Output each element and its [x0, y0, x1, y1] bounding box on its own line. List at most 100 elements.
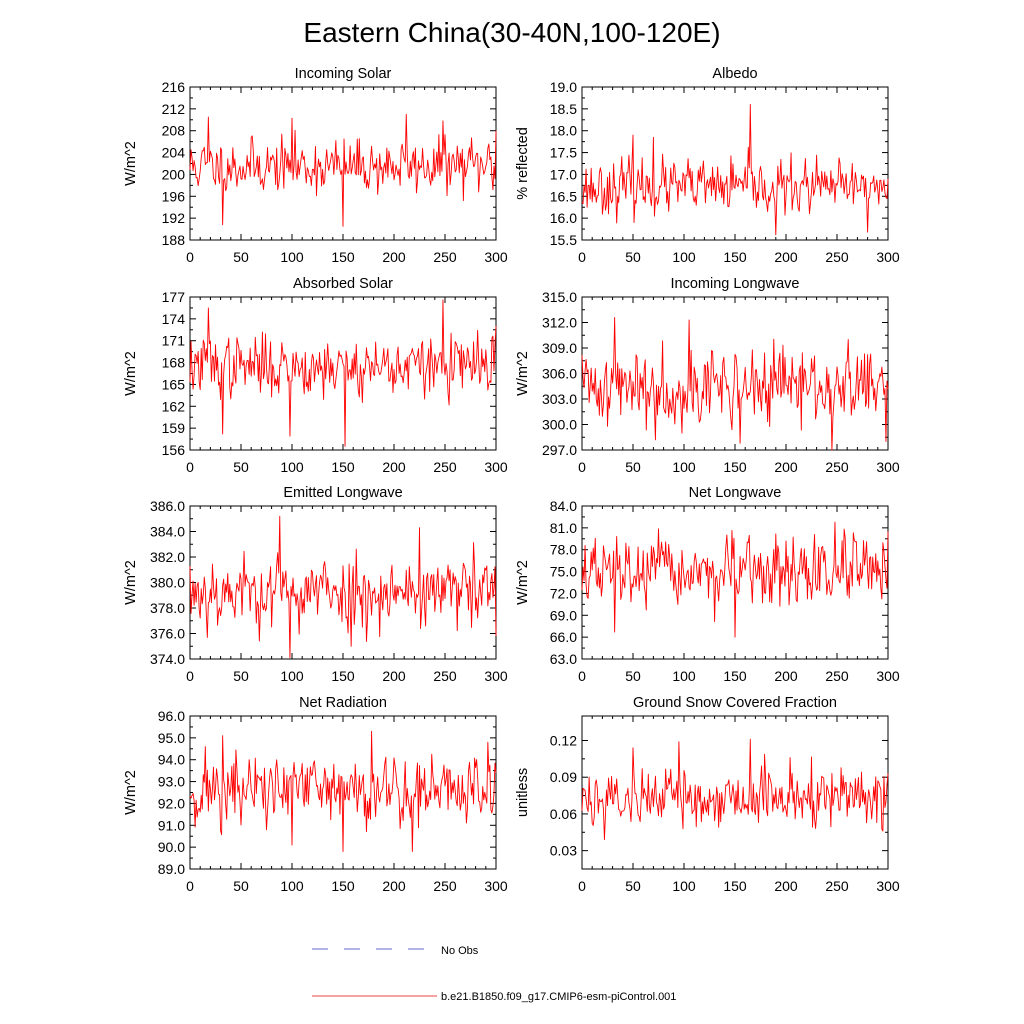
- series-line: [189, 730, 497, 852]
- series-line: [581, 521, 889, 638]
- y-tick-label: 15.5: [550, 232, 577, 248]
- y-axis-label: W/m^2: [123, 351, 139, 396]
- y-tick-label: 384.0: [150, 524, 185, 540]
- legend-no-obs-label: No Obs: [441, 945, 479, 957]
- y-tick-label: 84.0: [550, 498, 577, 514]
- panel-7: Net Radiation W/m^2 0 50 100 150 200 250 300 89.0…: [123, 695, 508, 894]
- y-tick-label: 92.0: [158, 795, 185, 811]
- y-tick-label: 378.0: [150, 600, 185, 616]
- y-tick-label: 156: [162, 442, 186, 458]
- panel-title: Incoming Longwave: [671, 276, 800, 292]
- y-tick-label: 18.0: [550, 123, 577, 139]
- x-tick-label: 250: [825, 459, 849, 475]
- x-tick-label: 150: [331, 459, 355, 475]
- y-tick-label: 72.0: [550, 585, 577, 601]
- y-tick-label: 93.0: [158, 774, 185, 790]
- y-tick-label: 16.5: [550, 188, 577, 204]
- y-tick-label: 168: [162, 355, 186, 371]
- x-tick-label: 250: [825, 878, 849, 894]
- x-tick-label: 50: [625, 249, 641, 265]
- x-tick-label: 200: [774, 459, 798, 475]
- y-tick-label: 297.0: [542, 442, 577, 458]
- figure-title: Eastern China(30-40N,100-120E): [303, 17, 720, 48]
- x-tick-label: 150: [723, 878, 747, 894]
- x-tick-label: 100: [280, 878, 304, 894]
- y-tick-label: 66.0: [550, 629, 577, 645]
- panel-2: Albedo % reflected 0 50 100 150 200 250 300 15.5 1…: [515, 66, 900, 265]
- y-axis-label: unitless: [515, 768, 531, 817]
- x-tick-label: 300: [876, 459, 900, 475]
- y-tick-label: 192: [162, 210, 186, 226]
- series-line: [581, 316, 889, 451]
- panel-title: Incoming Solar: [295, 66, 392, 82]
- y-tick-label: 17.5: [550, 145, 577, 161]
- y-tick-label: 69.0: [550, 607, 577, 623]
- x-tick-label: 250: [433, 878, 457, 894]
- y-tick-label: 188: [162, 232, 186, 248]
- x-tick-label: 300: [484, 878, 508, 894]
- x-tick-label: 250: [433, 249, 457, 265]
- x-tick-label: 250: [825, 249, 849, 265]
- x-tick-label: 0: [186, 249, 194, 265]
- y-axis-label: W/m^2: [123, 770, 139, 815]
- x-tick-label: 150: [723, 668, 747, 684]
- y-tick-label: 386.0: [150, 498, 185, 514]
- panel-title: Absorbed Solar: [293, 276, 393, 292]
- x-tick-label: 150: [331, 668, 355, 684]
- x-tick-label: 0: [186, 668, 194, 684]
- x-tick-label: 50: [233, 668, 249, 684]
- panel-8: Ground Snow Covered Fraction unitless 0 50 1…: [515, 695, 900, 894]
- y-tick-label: 165: [162, 376, 186, 392]
- panel-1: Incoming Solar W/m^2 0 50 100 150 200 250 300 188…: [123, 66, 508, 265]
- x-tick-label: 200: [774, 668, 798, 684]
- y-tick-label: 96.0: [158, 708, 185, 724]
- series-line: [189, 515, 497, 659]
- y-tick-label: 75.0: [550, 564, 577, 580]
- y-tick-label: 78.0: [550, 542, 577, 558]
- x-tick-label: 100: [280, 459, 304, 475]
- panel-title: Albedo: [712, 66, 757, 82]
- x-tick-label: 0: [186, 878, 194, 894]
- y-tick-label: 63.0: [550, 651, 577, 667]
- y-axis-label: W/m^2: [515, 560, 531, 605]
- x-tick-label: 300: [484, 459, 508, 475]
- plot-frame: [581, 86, 889, 241]
- y-tick-label: 16.0: [550, 210, 577, 226]
- y-axis-label: % reflected: [515, 127, 531, 200]
- series-line: [581, 104, 889, 236]
- y-tick-label: 89.0: [158, 861, 185, 877]
- y-tick-label: 159: [162, 420, 186, 436]
- x-tick-label: 50: [625, 878, 641, 894]
- series-line: [189, 113, 497, 227]
- y-tick-label: 380.0: [150, 575, 185, 591]
- x-tick-label: 200: [382, 668, 406, 684]
- x-tick-label: 250: [825, 668, 849, 684]
- panel-title: Net Radiation: [299, 695, 387, 711]
- x-tick-label: 0: [578, 878, 586, 894]
- x-tick-label: 150: [723, 249, 747, 265]
- x-tick-label: 250: [433, 459, 457, 475]
- y-tick-label: 81.0: [550, 520, 577, 536]
- x-tick-label: 100: [672, 878, 696, 894]
- panel-5: Emitted Longwave W/m^2 0 50 100 150 200 250 300 3…: [123, 485, 508, 684]
- x-tick-label: 50: [233, 459, 249, 475]
- y-tick-label: 200: [162, 166, 186, 182]
- y-tick-label: 212: [162, 101, 186, 117]
- x-tick-label: 50: [233, 249, 249, 265]
- y-tick-label: 94.0: [158, 752, 185, 768]
- x-tick-label: 200: [774, 878, 798, 894]
- series-line: [189, 299, 497, 447]
- y-tick-label: 303.0: [542, 391, 577, 407]
- x-tick-label: 250: [433, 668, 457, 684]
- y-tick-label: 162: [162, 398, 186, 414]
- x-tick-label: 200: [774, 249, 798, 265]
- y-tick-label: 95.0: [158, 730, 185, 746]
- y-tick-label: 312.0: [542, 315, 577, 331]
- panel-3: Absorbed Solar W/m^2 0 50 100 150 200 250 300 156…: [123, 276, 508, 475]
- x-tick-label: 300: [876, 878, 900, 894]
- y-tick-label: 382.0: [150, 549, 185, 565]
- x-tick-label: 100: [672, 668, 696, 684]
- y-axis-label: W/m^2: [123, 141, 139, 186]
- x-tick-label: 50: [625, 668, 641, 684]
- y-tick-label: 0.12: [550, 732, 577, 748]
